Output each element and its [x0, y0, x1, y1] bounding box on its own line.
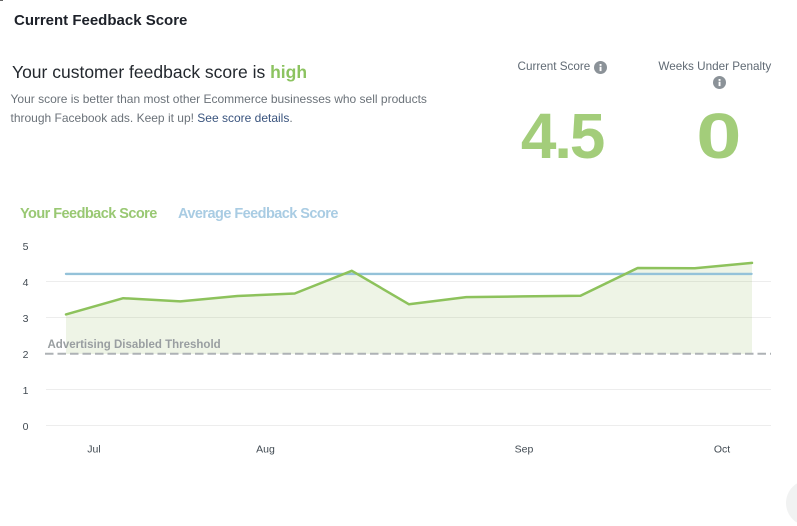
svg-text:Sep: Sep [515, 444, 534, 456]
svg-text:3: 3 [23, 313, 29, 325]
svg-text:4: 4 [23, 277, 29, 289]
svg-text:1: 1 [23, 385, 29, 397]
svg-text:2: 2 [23, 349, 29, 361]
svg-text:Advertising Disabled Threshold: Advertising Disabled Threshold [48, 339, 221, 351]
svg-text:Oct: Oct [714, 444, 730, 456]
svg-text:Aug: Aug [256, 444, 275, 456]
svg-text:5: 5 [23, 241, 29, 253]
svg-text:Jul: Jul [87, 444, 100, 456]
svg-text:0: 0 [23, 421, 29, 433]
